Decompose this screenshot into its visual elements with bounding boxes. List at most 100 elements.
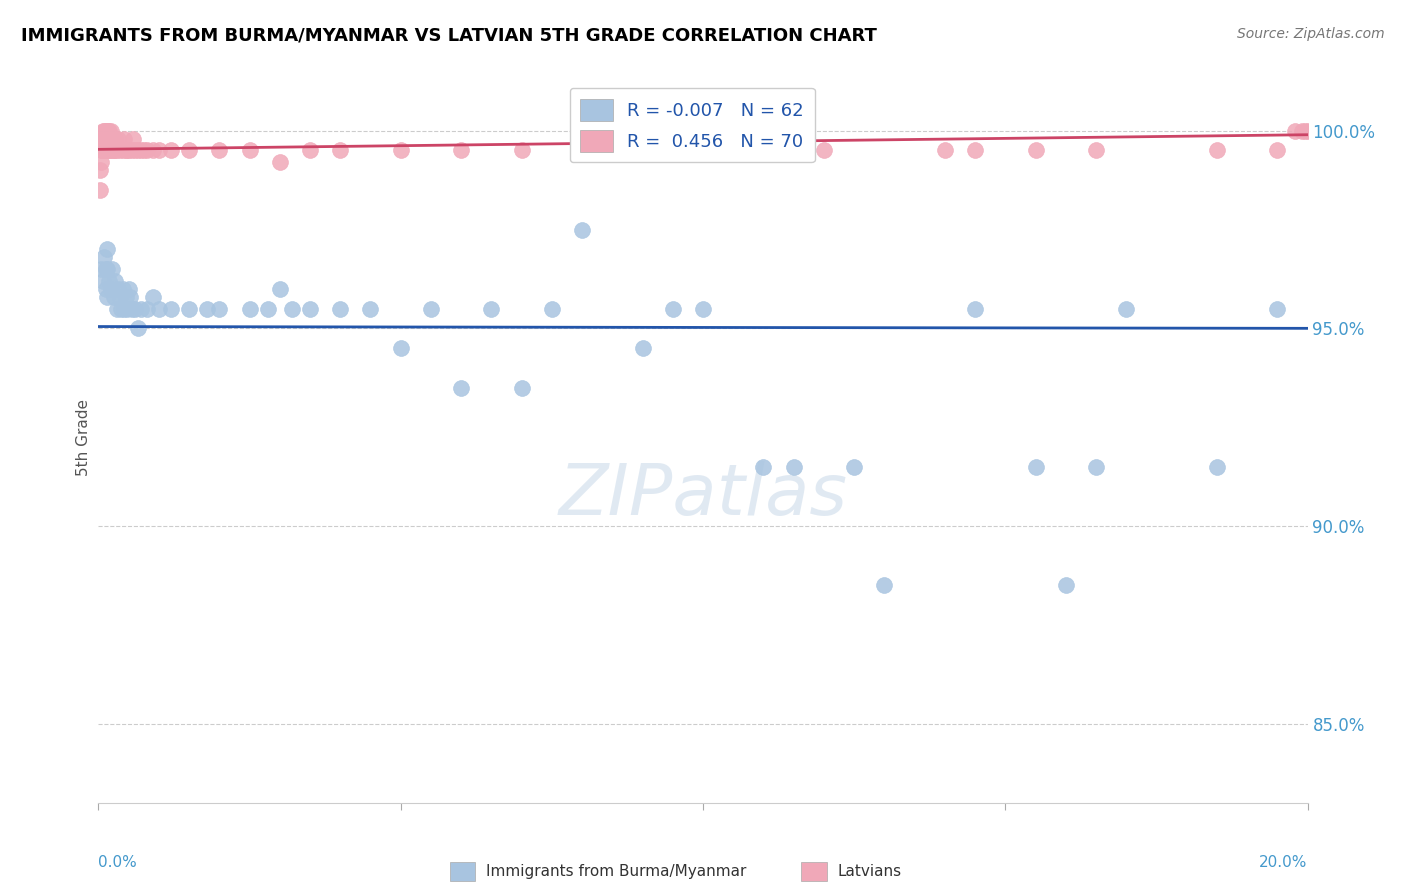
Point (93, 123, 115, 137)
Text: Source: ZipAtlas.com: Source: ZipAtlas.com (1237, 27, 1385, 41)
Point (142, 144, 165, 158)
Point (127, 321, 149, 335)
Point (108, 290, 131, 304)
Point (111, 282, 134, 296)
Point (118, 290, 141, 304)
Point (208, 301, 231, 316)
Point (112, 131, 135, 145)
Point (571, 144, 593, 158)
Point (269, 282, 291, 296)
Point (329, 301, 352, 316)
Point (692, 144, 714, 158)
Point (1284, 123, 1306, 137)
Point (239, 301, 262, 316)
Point (104, 131, 127, 145)
Point (91, 144, 114, 158)
Point (117, 301, 139, 316)
Point (1085, 459, 1108, 474)
Point (96, 144, 118, 158)
Point (100, 262, 122, 277)
Point (269, 155, 291, 169)
Point (179, 144, 201, 158)
Point (114, 290, 136, 304)
Point (752, 459, 775, 474)
Point (96, 123, 118, 137)
Point (360, 301, 382, 316)
Point (450, 381, 472, 395)
Point (98, 131, 121, 145)
Point (965, 301, 987, 316)
Point (96, 262, 118, 277)
Point (105, 144, 128, 158)
Point (112, 301, 135, 316)
Point (1291, 123, 1313, 137)
Point (111, 144, 134, 158)
Point (540, 301, 562, 316)
Point (129, 301, 152, 316)
Point (118, 282, 141, 296)
Point (510, 381, 533, 395)
Point (96, 144, 118, 158)
Point (208, 144, 231, 158)
Point (1024, 144, 1046, 158)
Point (114, 144, 136, 158)
Point (107, 131, 129, 145)
Point (142, 290, 165, 304)
Point (103, 290, 125, 304)
Point (420, 301, 443, 316)
Point (98, 274, 121, 288)
Point (97, 123, 120, 137)
Point (110, 301, 132, 316)
Y-axis label: 5th Grade: 5th Grade (76, 399, 91, 475)
Point (93, 144, 115, 158)
Point (93, 250, 115, 264)
Point (124, 301, 146, 316)
Point (692, 301, 714, 316)
Point (94, 144, 117, 158)
Point (91, 131, 114, 145)
Point (631, 341, 654, 355)
Point (91, 274, 114, 288)
Point (122, 131, 145, 145)
Point (661, 301, 683, 316)
Point (148, 144, 170, 158)
Point (299, 144, 322, 158)
Point (91, 144, 114, 158)
Point (103, 144, 125, 158)
Point (124, 144, 146, 158)
Point (108, 144, 131, 158)
Point (94, 131, 117, 145)
Point (179, 301, 201, 316)
Point (135, 301, 157, 316)
Point (101, 131, 124, 145)
Point (160, 301, 183, 316)
Point (195, 301, 218, 316)
Point (94, 123, 117, 137)
Point (965, 144, 987, 158)
Point (934, 144, 956, 158)
Point (105, 301, 128, 316)
Point (1206, 144, 1229, 158)
Point (96, 290, 118, 304)
Point (873, 578, 896, 592)
Point (118, 144, 141, 158)
Point (89, 183, 111, 197)
Point (1054, 578, 1077, 592)
Point (783, 459, 806, 474)
Point (1296, 123, 1319, 137)
Text: 0.0%: 0.0% (98, 855, 138, 870)
Text: Latvians: Latvians (838, 864, 903, 879)
Text: IMMIGRANTS FROM BURMA/MYANMAR VS LATVIAN 5TH GRADE CORRELATION CHART: IMMIGRANTS FROM BURMA/MYANMAR VS LATVIAN… (21, 27, 877, 45)
Point (571, 222, 593, 236)
Point (1267, 144, 1289, 158)
Point (129, 144, 152, 158)
Text: ZIPatlas: ZIPatlas (558, 461, 848, 530)
Point (104, 274, 127, 288)
Point (90, 155, 112, 169)
Point (100, 131, 122, 145)
Point (89, 163, 111, 178)
Point (100, 282, 122, 296)
Point (1085, 144, 1108, 158)
Point (1206, 459, 1229, 474)
Point (1267, 301, 1289, 316)
